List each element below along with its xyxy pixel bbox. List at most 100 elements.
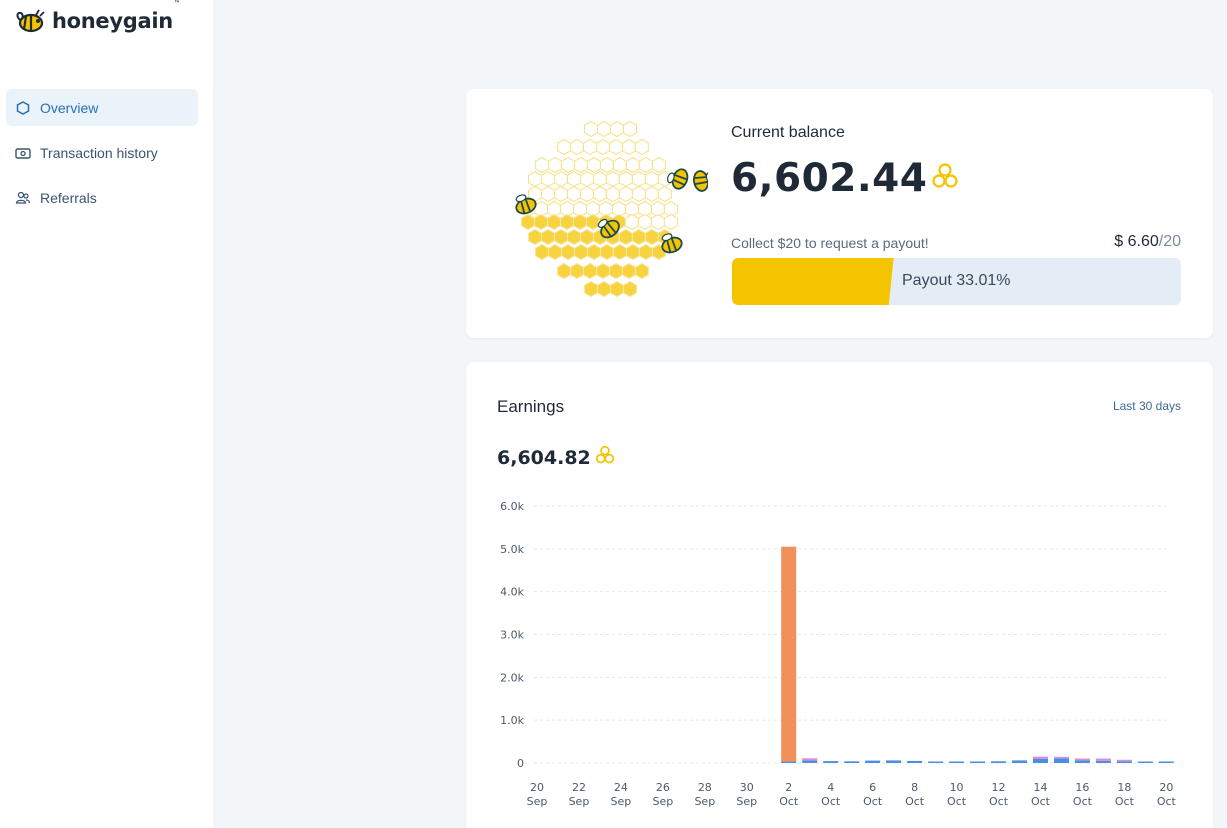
honeycomb-cell <box>622 280 638 298</box>
bar[interactable] <box>823 761 839 763</box>
honeycomb-cell <box>540 185 556 203</box>
honeycomb-cell <box>609 120 625 138</box>
honeycomb-cell <box>625 243 640 261</box>
x-tick-label: 28 <box>698 781 712 794</box>
honeycomb-cell <box>657 185 672 203</box>
x-tick-label: 8 <box>911 781 918 794</box>
x-tick-label: Sep <box>527 795 548 808</box>
honeycomb-cell <box>566 185 582 203</box>
honeycomb-cell <box>582 262 598 280</box>
bar[interactable] <box>1074 758 1090 761</box>
sidebar-item-transaction-history[interactable]: Transaction history <box>6 134 198 171</box>
payout-progress-fill <box>732 258 894 305</box>
bar[interactable] <box>1095 760 1111 763</box>
honeycomb-cell <box>644 185 659 203</box>
honeycomb-cell <box>547 243 563 261</box>
bar[interactable] <box>886 760 902 763</box>
bar[interactable] <box>1054 758 1069 763</box>
bar[interactable] <box>1116 759 1132 762</box>
bar[interactable] <box>1116 761 1132 763</box>
bar[interactable] <box>991 761 1006 763</box>
honeycomb-cell <box>559 213 575 231</box>
bee-icon <box>666 168 689 190</box>
x-tick-label: 10 <box>950 781 964 794</box>
honeycomb-cell <box>586 156 602 174</box>
sidebar-item-overview[interactable]: Overview <box>6 89 198 126</box>
x-tick-label: Sep <box>653 795 674 808</box>
bar[interactable] <box>844 761 860 763</box>
honeycomb-cell <box>621 262 636 280</box>
honeycomb-cell <box>534 156 550 174</box>
payout-progress-label: Payout 33.01% <box>902 272 1011 289</box>
bar[interactable] <box>802 760 818 763</box>
honeygain-credits-icon <box>931 162 959 195</box>
bar[interactable] <box>781 546 797 762</box>
bar[interactable] <box>1033 758 1048 763</box>
honeycomb-cell <box>608 262 624 280</box>
logo-text: honeygain™ <box>52 0 180 33</box>
bar[interactable] <box>907 760 923 763</box>
honeycomb-cell <box>612 243 627 261</box>
honeycomb-cell <box>585 213 600 231</box>
honeycomb-cell <box>595 138 611 156</box>
honeycomb-cell <box>651 156 666 174</box>
honeycomb-cell <box>638 243 653 261</box>
bar[interactable] <box>865 760 881 763</box>
x-tick-label: Oct <box>1115 795 1135 808</box>
bar[interactable] <box>802 758 818 761</box>
bar[interactable] <box>781 761 797 764</box>
date-range-selector[interactable]: Last 30 days <box>1112 399 1181 413</box>
honeycomb-cell <box>637 213 652 231</box>
x-tick-label: 24 <box>614 781 628 794</box>
honeycomb-cell <box>583 280 599 298</box>
x-tick-label: Oct <box>1073 795 1093 808</box>
bar[interactable] <box>1012 760 1027 763</box>
honeycomb-cell <box>618 228 633 246</box>
x-tick-label: 4 <box>827 781 834 794</box>
balance-card: Current balance 6,602.44 Collect $20 to … <box>466 89 1213 338</box>
honeycomb-cell <box>560 243 576 261</box>
honeycomb-cell <box>650 213 665 231</box>
honeycomb-cell <box>527 170 543 188</box>
honeycomb-cell <box>566 228 582 246</box>
bar[interactable] <box>1158 761 1174 764</box>
bar[interactable] <box>970 761 985 764</box>
cash-icon <box>15 145 31 161</box>
honeycomb-cell <box>663 200 678 218</box>
bar[interactable] <box>949 761 965 764</box>
honeycomb-cell <box>579 185 595 203</box>
users-icon <box>15 190 31 206</box>
honeycomb-cell <box>579 170 595 188</box>
honeycomb-cell <box>547 156 563 174</box>
honeygain-logo[interactable]: honeygain™ <box>14 0 180 34</box>
x-tick-label: 18 <box>1117 781 1131 794</box>
honeycomb-cell <box>527 228 543 246</box>
honeycomb-cell <box>533 213 549 231</box>
bar[interactable] <box>1054 756 1069 759</box>
earnings-card: Earnings Last 30 days 6,604.82 0 1.0k 2.0k… <box>466 362 1213 828</box>
sidebar-item-referrals[interactable]: Referrals <box>6 179 198 216</box>
payout-hint: Collect $20 to request a payout! <box>731 235 929 251</box>
x-tick-label: 26 <box>656 781 670 794</box>
honeycomb-cell <box>569 138 585 156</box>
bar[interactable] <box>1074 760 1090 763</box>
bar[interactable] <box>1137 761 1153 764</box>
bar[interactable] <box>928 761 944 764</box>
x-tick-label: 2 <box>785 781 792 794</box>
bar[interactable] <box>1095 758 1111 761</box>
bee-logo-icon <box>16 9 45 33</box>
honeycomb-cell <box>612 156 627 174</box>
sidebar: honeygain™ Overview Transaction history … <box>0 0 213 828</box>
x-tick-label: Sep <box>694 795 715 808</box>
honeycomb-cell <box>599 243 614 261</box>
y-tick-label: 3.0k <box>500 629 524 642</box>
honeycomb-cell <box>622 120 638 138</box>
honeycomb-cell <box>638 156 653 174</box>
honeygain-credits-icon <box>595 445 615 470</box>
bar[interactable] <box>1033 756 1048 759</box>
honeycomb-cell <box>540 170 556 188</box>
honeycomb-cell <box>595 262 611 280</box>
y-tick-label: 1.0k <box>500 714 524 727</box>
honeycomb-cell <box>582 138 598 156</box>
x-tick-label: Sep <box>569 795 590 808</box>
